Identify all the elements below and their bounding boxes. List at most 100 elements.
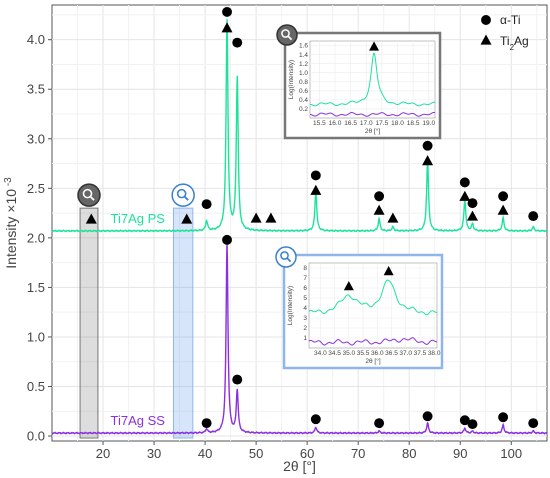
magnifier-icon-circle (276, 24, 298, 46)
highlight-region (79, 207, 99, 439)
inset-x-tick-label: 17.5 (376, 120, 389, 127)
inset-x-axis-title: 2θ [°] (365, 357, 380, 365)
inset-y-tick-label: 8 (303, 265, 307, 272)
inset-frame (283, 31, 442, 140)
magnifier-icon-circle (171, 183, 195, 207)
ti2ag-marker (373, 204, 385, 215)
alpha-ti-marker (222, 6, 232, 17)
inset-x-axis-title: 2θ [°] (365, 127, 380, 135)
alpha-ti-marker (498, 412, 509, 423)
inset-series-line (308, 279, 438, 316)
y-tick-label: 1.5 (27, 280, 45, 295)
inset-x-tick-label: 18.5 (407, 120, 420, 127)
inset-y-tick-label: 1.6 (299, 43, 308, 50)
inset-x-tick-label: 34.5 (328, 350, 341, 357)
inset-x-tick-label: 19.0 (422, 120, 435, 127)
alpha-ti-marker (201, 199, 212, 210)
y-tick-label: 0.0 (27, 429, 45, 444)
inset-y-tick-label: 6 (303, 285, 307, 292)
alpha-ti-marker (232, 37, 243, 48)
legend-suffix: Ag (514, 34, 529, 48)
alpha-ti-marker (481, 15, 491, 25)
series-label-ps: Ti7Ag PS (111, 211, 166, 226)
y-axis-exponent: -3 (3, 177, 14, 189)
x-tick-label: 50 (249, 446, 263, 461)
ti2ag-marker (466, 210, 478, 221)
magnifier-icon (275, 246, 297, 268)
inset-plot-frame (309, 40, 436, 119)
magnifier-icon-circle (275, 246, 297, 268)
series-group (51, 19, 548, 435)
alpha-ti-marker (201, 418, 212, 429)
x-tick-label: 40 (198, 446, 212, 461)
alpha-ti-marker (459, 415, 470, 426)
inset-y-axis-title: Log(Intensity) (288, 60, 295, 99)
y-tick-label: 0.5 (27, 379, 45, 394)
inset-x-tick-label: 34.0 (314, 350, 327, 357)
phase-markers (85, 6, 539, 430)
magnifier-icon-handle (89, 195, 95, 201)
y-tick-label: 3.5 (27, 82, 45, 97)
alpha-ti-marker (310, 170, 321, 181)
inset-y-tick-label: 5 (303, 295, 307, 302)
legend: α-Ti Ti2Ag (480, 13, 529, 52)
inset-x-tick-label: 35.0 (342, 350, 355, 357)
magnifier-icon (171, 183, 195, 207)
inset-x-tick-label: 17.0 (360, 120, 373, 127)
ti2ag-marker (343, 281, 354, 291)
magnifier-icon-circle (77, 183, 101, 207)
x-tick-label: 90 (453, 446, 467, 461)
inset-series-line (310, 52, 436, 107)
inset-x-tick-label: 37.0 (399, 350, 412, 357)
alpha-ti-marker (459, 177, 470, 188)
highlight-region (172, 207, 194, 439)
x-tick-label: 80 (402, 446, 416, 461)
y-tick-label: 4.0 (27, 32, 45, 47)
ti2ag-marker (369, 41, 380, 51)
magnifier-icon-lens (281, 29, 290, 38)
ti2ag-marker (422, 155, 434, 166)
ti2ag-marker (497, 204, 509, 215)
inset-y-tick-label: 0.2 (299, 106, 308, 113)
inset-x-tick-label: 38.0 (428, 350, 441, 357)
x-tick-label: 100 (500, 446, 522, 461)
alpha-ti-marker (310, 414, 321, 425)
alpha-ti-marker (232, 374, 243, 385)
legend-label-ti2ag: Ti2Ag (500, 34, 529, 52)
series-label-ss: Ti7Ag SS (111, 413, 166, 428)
ti2ag-marker (85, 213, 97, 224)
ti2ag-marker (310, 184, 322, 195)
inset-series-line (310, 111, 436, 117)
ti2ag-marker (387, 212, 399, 223)
legend-subscript: 2 (510, 43, 515, 52)
magnifier-icon (77, 183, 101, 207)
alpha-ti-marker (528, 418, 539, 429)
magnifier-icon-lens (176, 188, 187, 199)
alpha-ti-marker (467, 419, 478, 430)
alpha-ti-marker (222, 234, 232, 245)
magnifier-icon-handle (286, 257, 292, 263)
inset-y-tick-label: 1 (303, 335, 307, 342)
inset-x-tick-label: 16.0 (329, 120, 342, 127)
magnifier-icon-lens (280, 251, 289, 260)
insets: 15.5 16.0 16.5 17.0 17.5 18.0 18.5 19.0 0.2 0.4 0.… (275, 24, 444, 370)
magnifier-icon-handle (287, 35, 293, 41)
inset-y-tick-label: 0.8 (299, 79, 308, 86)
inset-x-tick-label: 35.5 (357, 350, 370, 357)
inset-blue: 34.0 34.5 35.0 35.5 36.0 36.5 37.0 37.5 38.0 1 2 3 4… (275, 246, 444, 370)
alpha-ti-marker (467, 198, 478, 209)
y-tick-label: 3.0 (27, 131, 45, 146)
alpha-ti-marker (374, 191, 385, 202)
highlight-regions (77, 183, 195, 439)
alpha-ti-marker (422, 411, 433, 422)
inset-x-tick-label: 18.0 (391, 120, 404, 127)
x-tick-label: 20 (96, 446, 110, 461)
x-tick-label: 30 (147, 446, 161, 461)
inset-gray: 15.5 16.0 16.5 17.0 17.5 18.0 18.5 19.0 0.2 0.4 0.… (276, 24, 442, 140)
magnifier-icon-handle (184, 195, 189, 201)
series-labels: Ti7Ag PS Ti7Ag SS (111, 211, 166, 428)
inset-y-tick-label: 0.4 (299, 97, 308, 104)
alpha-ti-marker (374, 418, 385, 429)
inset-y-tick-label: 1.0 (299, 70, 308, 77)
